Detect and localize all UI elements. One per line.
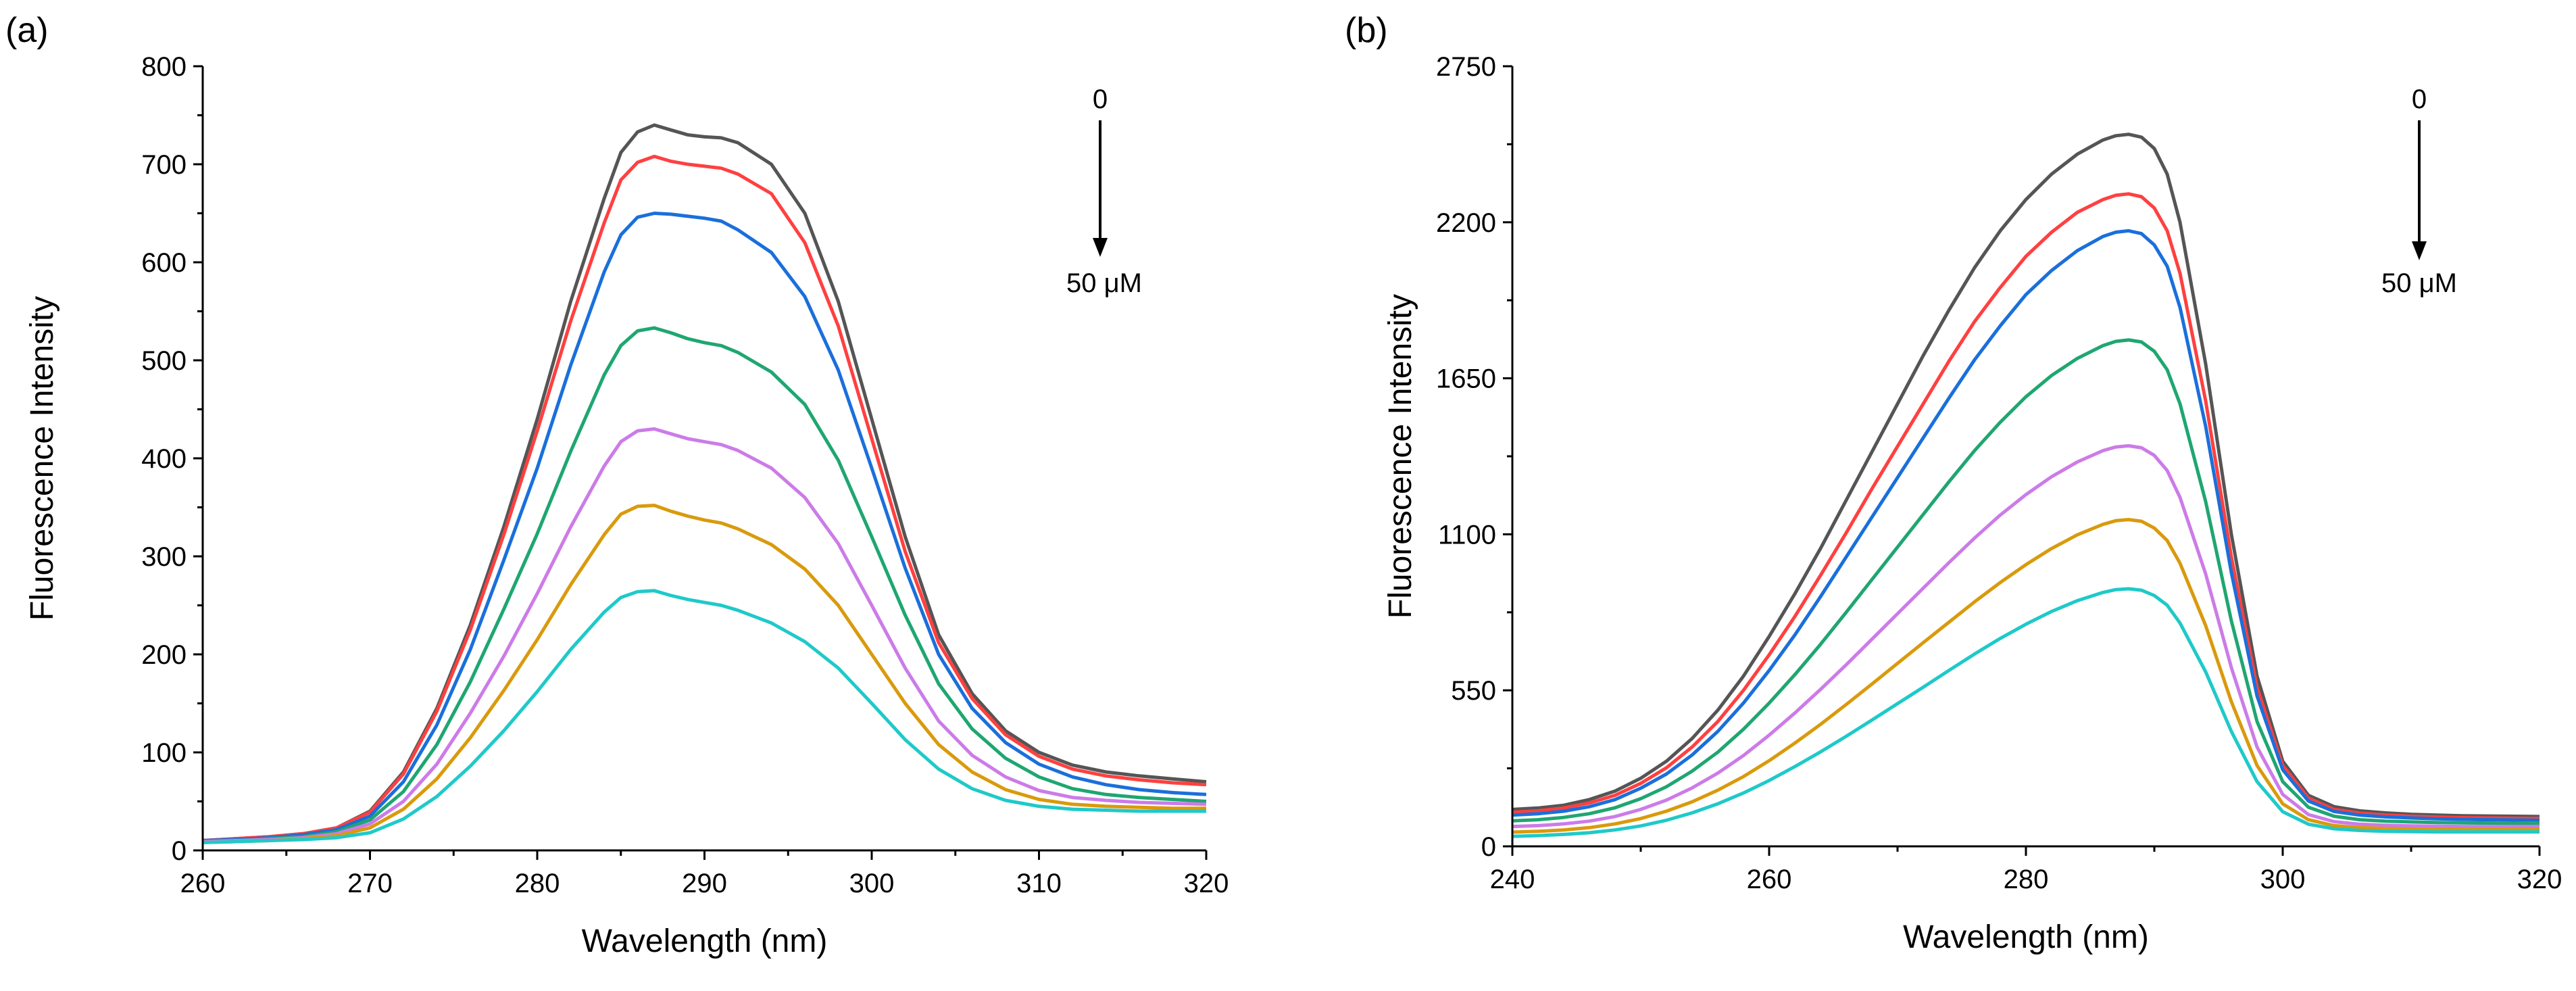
series-line-3 [202,212,1207,842]
y-tick-label: 200 [141,640,187,670]
series-line-6 [1512,518,2540,834]
y-axis-title: Fluorescence Intensity [24,296,60,621]
arrow-bottom-label: 50 μM [1066,268,1142,298]
series-line-3 [1512,228,2540,822]
x-tick-label: 280 [515,869,560,898]
panel-label: (a) [5,11,49,50]
panel-label: (b) [1345,11,1388,50]
y-tick-label: 0 [172,836,187,866]
series-line-7 [202,589,1206,844]
series-line-6 [202,504,1206,844]
x-tick-label: 240 [1490,865,1535,894]
series-line-7 [1512,587,2540,838]
arrow-bottom-label: 50 μM [2381,268,2457,298]
series-line-4 [1512,338,2540,825]
chart-panel-a: (a) 260 270 280 290 300 310 320 0 100 200 300 400 500… [5,11,1229,959]
chart-panel-b: (b) 240 260 280 300 320 0 550 1100 1650 2200 2750 Wa… [1345,11,2562,955]
y-tick-label: 700 [141,150,187,180]
arrow-top-label: 0 [2412,84,2427,114]
y-tick-label: 1100 [1438,520,1496,550]
arrow-head-icon [1093,238,1108,257]
y-tick-label: 400 [141,444,187,474]
series-line-2 [202,154,1207,842]
series-line-2 [1512,192,2540,821]
x-tick-label: 300 [849,869,895,898]
x-tick-label: 310 [1016,869,1062,898]
series-line-1 [202,123,1207,842]
series-line-4 [202,326,1207,844]
x-tick-label: 320 [2517,865,2562,894]
y-axis-title: Fluorescence Intensity [1383,294,1418,619]
x-tick-label: 260 [1747,865,1792,894]
y-tick-label: 100 [141,738,187,768]
y-tick-label: 2200 [1436,208,1496,238]
x-tick-label: 280 [2004,865,2049,894]
y-tick-label: 0 [1481,832,1496,862]
x-axis-title: Wavelength (nm) [582,923,828,959]
y-tick-label: 1650 [1436,364,1496,394]
y-tick-label: 300 [141,542,187,572]
y-tick-label: 550 [1451,676,1496,706]
series-line-1 [1512,132,2540,819]
y-tick-label: 2750 [1436,52,1496,82]
x-tick-label: 320 [1184,869,1229,898]
series-line-5 [202,427,1207,844]
arrow-head-icon [2412,241,2427,260]
y-tick-label: 800 [141,52,187,82]
series-line-5 [1512,444,2540,829]
x-tick-label: 290 [682,869,727,898]
y-tick-label: 600 [141,248,187,278]
x-tick-label: 300 [2260,865,2306,894]
y-tick-label: 500 [141,346,187,376]
x-axis-title: Wavelength (nm) [1903,919,2149,955]
x-tick-label: 260 [180,869,226,898]
arrow-top-label: 0 [1093,84,1108,114]
x-tick-label: 270 [347,869,393,898]
